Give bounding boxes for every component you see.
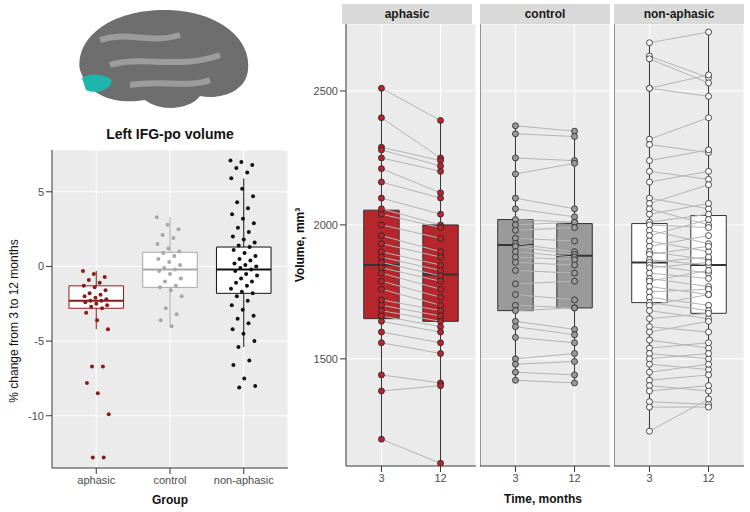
svg-text:12: 12 (434, 472, 446, 484)
svg-text:2000: 2000 (314, 219, 338, 231)
html-text:control: control (524, 7, 566, 21)
svg-text:3: 3 (378, 472, 384, 484)
svg-text:12: 12 (702, 472, 714, 484)
html-text:% change from 3 to 12 months: % change from 3 to 12 months (7, 239, 21, 403)
svg-text:3: 3 (512, 472, 518, 484)
svg-text:control: control (153, 474, 186, 486)
svg-text:aphasic: aphasic (77, 474, 115, 486)
svg-text:non-aphasic: non-aphasic (214, 474, 274, 486)
html-text:non-aphasic: non-aphasic (643, 7, 715, 21)
svg-text:12: 12 (568, 472, 580, 484)
html-text:Group: Group (152, 493, 188, 507)
svg-text:2500: 2500 (314, 85, 338, 97)
svg-text:-10: -10 (28, 410, 44, 422)
html-text:Left IFG-po volume: Left IFG-po volume (106, 126, 234, 142)
svg-text:0: 0 (38, 260, 44, 272)
svg-text:5: 5 (38, 186, 44, 198)
svg-text:1500: 1500 (314, 353, 338, 365)
html-text:aphasic: aphasic (384, 7, 430, 21)
svg-text:-5: -5 (34, 335, 44, 347)
html-text:Time, months: Time, months (504, 492, 582, 506)
html-text:Volume, mm³: Volume, mm³ (293, 207, 307, 283)
svg-text:3: 3 (646, 472, 652, 484)
